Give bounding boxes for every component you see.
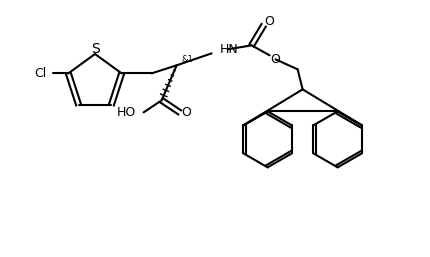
Text: Cl: Cl [34, 67, 46, 80]
Text: O: O [271, 53, 280, 66]
Text: HO: HO [117, 106, 135, 119]
Text: O: O [182, 106, 192, 119]
Text: &1: &1 [181, 55, 194, 64]
Text: HN: HN [220, 43, 238, 56]
Text: S: S [91, 42, 99, 56]
Text: O: O [265, 15, 275, 28]
